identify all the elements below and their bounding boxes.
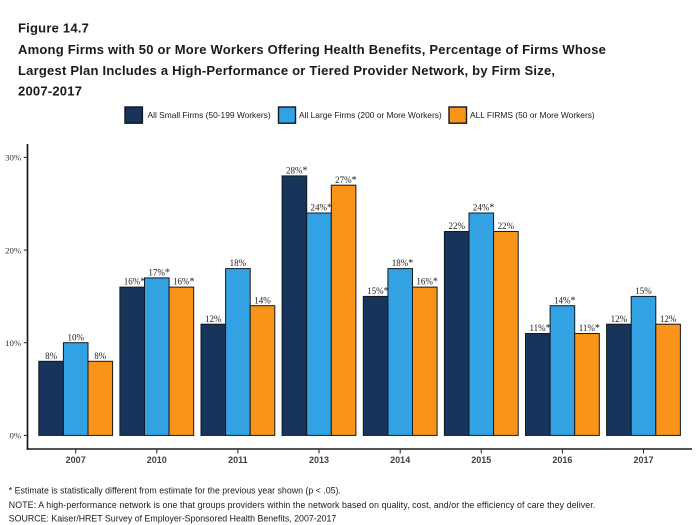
svg-text:Among Firms with 50 or More Wo: Among Firms with 50 or More Workers Offe… [18, 42, 606, 57]
svg-text:24%*: 24%* [311, 203, 333, 214]
svg-text:10%: 10% [67, 332, 84, 342]
svg-text:16%*: 16%* [416, 277, 438, 288]
svg-text:Largest Plan Includes a High-P: Largest Plan Includes a High-Performance… [18, 63, 555, 78]
svg-text:10%: 10% [5, 338, 22, 348]
svg-text:28%*: 28%* [286, 166, 308, 177]
svg-text:30%: 30% [5, 153, 22, 163]
svg-text:12%: 12% [611, 314, 628, 324]
svg-text:ALL FIRMS (50 or More Workers): ALL FIRMS (50 or More Workers) [470, 110, 595, 120]
svg-text:All Large Firms (200 or More W: All Large Firms (200 or More Workers) [299, 110, 442, 120]
svg-text:8%: 8% [45, 351, 58, 361]
svg-text:20%: 20% [5, 245, 22, 255]
svg-text:SOURCE: Kaiser/HRET Survey of: SOURCE: Kaiser/HRET Survey of Employer-S… [9, 514, 337, 524]
svg-text:22%: 22% [498, 221, 515, 231]
svg-text:2015: 2015 [471, 455, 491, 465]
svg-text:8%: 8% [94, 351, 107, 361]
svg-text:NOTE: A high-performance netwo: NOTE: A high-performance network is one … [9, 500, 596, 510]
svg-text:18%: 18% [230, 258, 247, 268]
svg-text:14%*: 14%* [554, 295, 576, 306]
svg-text:12%: 12% [660, 314, 677, 324]
svg-text:2010: 2010 [147, 455, 167, 465]
svg-text:16%*: 16%* [124, 277, 146, 288]
svg-text:16%*: 16%* [173, 277, 195, 288]
svg-text:11%*: 11%* [530, 323, 551, 334]
svg-text:24%*: 24%* [473, 203, 495, 214]
svg-text:18%*: 18%* [392, 258, 414, 269]
svg-text:2017: 2017 [633, 455, 653, 465]
svg-text:2007-2017: 2007-2017 [18, 84, 82, 99]
svg-text:* Estimate is statistically di: * Estimate is statistically different fr… [9, 485, 341, 495]
svg-text:2007: 2007 [66, 455, 86, 465]
svg-text:All Small Firms (50-199 Worker: All Small Firms (50-199 Workers) [148, 110, 271, 120]
svg-text:17%*: 17%* [148, 268, 170, 279]
svg-text:Figure 14.7: Figure 14.7 [18, 21, 89, 36]
svg-text:2011: 2011 [228, 455, 248, 465]
svg-text:22%: 22% [448, 221, 465, 231]
svg-text:15%: 15% [635, 286, 652, 296]
svg-text:0%: 0% [9, 431, 21, 441]
svg-text:2013: 2013 [309, 455, 329, 465]
svg-text:15%*: 15%* [367, 286, 389, 297]
svg-text:11%*: 11%* [579, 323, 600, 334]
svg-text:27%*: 27%* [335, 175, 357, 186]
svg-text:12%: 12% [205, 314, 222, 324]
svg-text:14%: 14% [254, 295, 271, 305]
svg-text:2016: 2016 [552, 455, 572, 465]
svg-text:2014: 2014 [390, 455, 410, 465]
